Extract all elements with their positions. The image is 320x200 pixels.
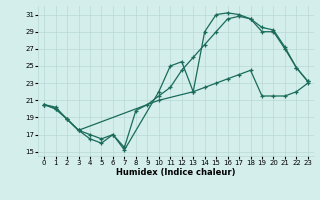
X-axis label: Humidex (Indice chaleur): Humidex (Indice chaleur) bbox=[116, 168, 236, 177]
